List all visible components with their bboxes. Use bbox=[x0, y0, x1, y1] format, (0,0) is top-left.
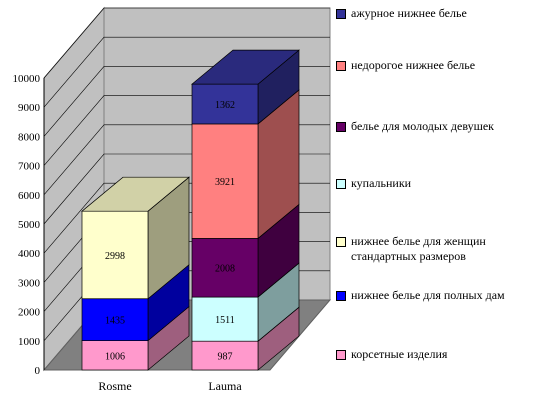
legend-label: корсетные изделия bbox=[351, 347, 448, 361]
y-tick-label: 1000 bbox=[18, 336, 41, 348]
legend-label: купальники bbox=[351, 176, 412, 190]
legend-swatch bbox=[336, 9, 346, 19]
bar-segment bbox=[191, 340, 259, 371]
legend-swatch bbox=[336, 122, 346, 132]
bar-segment bbox=[191, 123, 259, 239]
data-label: 1511 bbox=[215, 315, 235, 326]
chart-legend: ажурное нижнее белье недорогое нижнее бел… bbox=[336, 0, 549, 402]
legend-label: белье для молодых девушек bbox=[351, 119, 495, 133]
bar-segment bbox=[191, 238, 259, 298]
bar-top bbox=[81, 176, 190, 212]
category-label: Lauma bbox=[208, 379, 242, 393]
bar-segment bbox=[191, 296, 259, 342]
y-tick-label: 7000 bbox=[18, 161, 41, 173]
y-tick-label: 9000 bbox=[18, 102, 41, 114]
data-label: 1435 bbox=[105, 316, 125, 327]
legend-swatch bbox=[336, 350, 346, 360]
y-tick-label: 8000 bbox=[18, 131, 41, 143]
y-tick-label: 2000 bbox=[18, 307, 41, 319]
y-gridline bbox=[43, 36, 330, 108]
data-label: 987 bbox=[218, 352, 233, 363]
y-tick-label: 4000 bbox=[18, 248, 41, 260]
y-gridline bbox=[43, 7, 330, 79]
legend-swatch bbox=[336, 237, 346, 247]
legend-label: нижнее белье для женщин стандартных разм… bbox=[351, 234, 486, 263]
bar-segment bbox=[81, 298, 149, 341]
legend-label: недорогое нижнее белье bbox=[351, 58, 476, 72]
category-label: Rosme bbox=[98, 379, 131, 393]
data-label: 3921 bbox=[215, 177, 235, 188]
legend-label: нижнее белье для полных дам bbox=[351, 288, 505, 302]
bar-segment bbox=[81, 210, 149, 300]
y-tick-label: 10000 bbox=[13, 73, 41, 85]
legend-swatch bbox=[336, 61, 346, 71]
y-tick-label: 0 bbox=[35, 365, 41, 377]
y-tick-label: 6000 bbox=[18, 190, 41, 202]
y-tick-label: 5000 bbox=[18, 219, 41, 231]
y-tick-label: 3000 bbox=[18, 277, 41, 289]
data-label: 1362 bbox=[215, 100, 235, 111]
bar-segment bbox=[81, 340, 149, 371]
legend-label: ажурное нижнее белье bbox=[351, 6, 467, 20]
bar-top bbox=[191, 49, 300, 85]
data-label: 2008 bbox=[215, 264, 235, 275]
legend-swatch bbox=[336, 291, 346, 301]
data-label: 2998 bbox=[105, 251, 125, 262]
legend-swatch bbox=[336, 179, 346, 189]
data-label: 1006 bbox=[105, 351, 125, 362]
